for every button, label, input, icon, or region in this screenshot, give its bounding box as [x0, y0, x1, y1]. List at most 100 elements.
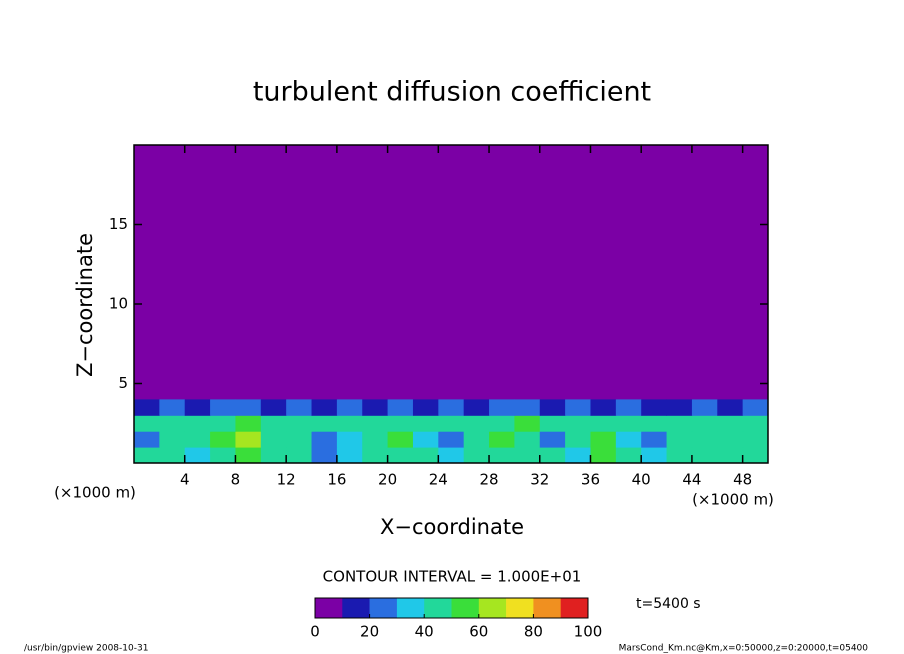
- heatmap-cell: [210, 415, 236, 432]
- x-tick-label: 20: [378, 471, 397, 489]
- heatmap-cell: [539, 447, 566, 464]
- heatmap-cell: [717, 399, 744, 416]
- heatmap-cell: [159, 415, 186, 432]
- heatmap-cell: [691, 399, 718, 416]
- heatmap-cell: [311, 415, 338, 432]
- heatmap-cell: [336, 415, 363, 432]
- x-tick-label: 48: [733, 471, 752, 489]
- heatmap-cell: [742, 447, 769, 464]
- heatmap-cell: [590, 431, 617, 448]
- heatmap-cell: [641, 431, 668, 448]
- colorbar-swatch: [533, 598, 561, 618]
- heatmap-cell: [159, 431, 186, 448]
- heatmap-cell: [742, 431, 769, 448]
- heatmap-cell: [235, 399, 262, 416]
- heatmap-cell: [641, 447, 668, 464]
- heatmap-cell: [717, 447, 744, 464]
- y-axis-label: Z−coordinate: [73, 233, 97, 377]
- x-tick-label: 44: [682, 471, 701, 489]
- x-tick-label: 4: [180, 471, 190, 489]
- heatmap-cell: [159, 447, 186, 464]
- heatmap-cell: [565, 415, 591, 432]
- x-tick-label: 24: [429, 471, 448, 489]
- heatmap-cell: [235, 447, 262, 464]
- heatmap-cell: [539, 399, 566, 416]
- heatmap-cell: [362, 447, 389, 464]
- x-unit-left: (×1000 m): [54, 484, 136, 502]
- heatmap-cell: [311, 447, 338, 464]
- heatmap-cell: [489, 415, 515, 432]
- heatmap-cell: [615, 447, 642, 464]
- heatmap-cell: [666, 415, 693, 432]
- heatmap-cell: [311, 431, 338, 448]
- heatmap-cell: [691, 415, 718, 432]
- heatmap-cell: [717, 431, 744, 448]
- heatmap-cell: [260, 399, 287, 416]
- heatmap-cell: [489, 447, 515, 464]
- heatmap-cell: [387, 415, 414, 432]
- colorbar-swatch: [478, 598, 507, 618]
- heatmap-cell: [666, 399, 693, 416]
- heatmap-cell: [362, 415, 389, 432]
- heatmap-cell: [514, 399, 541, 416]
- colorbar-tick-label: 0: [310, 623, 320, 641]
- heatmap-cell: [362, 399, 389, 416]
- heatmap-cell: [539, 431, 566, 448]
- heatmap-cell: [615, 431, 642, 448]
- colorbar-swatch: [560, 598, 589, 618]
- heatmap-cell: [184, 431, 211, 448]
- heatmap-cell: [463, 431, 490, 448]
- heatmap-cell: [438, 431, 465, 448]
- colorbar-tick-label: 40: [415, 623, 434, 641]
- heatmap-cell: [184, 415, 211, 432]
- colorbar-tick-label: 100: [574, 623, 603, 641]
- heatmap-cell: [336, 431, 363, 448]
- heatmap-cell: [641, 415, 668, 432]
- heatmap-cell: [590, 447, 617, 464]
- heatmap-cell: [412, 399, 439, 416]
- heatmap-cell: [514, 415, 541, 432]
- heatmap-cell: [438, 399, 465, 416]
- heatmap-cell: [210, 399, 236, 416]
- heatmap-cell: [260, 415, 287, 432]
- heatmap-cell: [286, 399, 313, 416]
- heatmap-cell: [742, 399, 769, 416]
- y-tick-label: 5: [118, 374, 128, 392]
- heatmap-cell: [134, 447, 160, 464]
- heatmap-cell: [565, 399, 591, 416]
- heatmap-cell: [615, 399, 642, 416]
- colorbar-tick-label: 20: [360, 623, 379, 641]
- colorbar-swatch: [315, 598, 343, 618]
- heatmap-cell: [286, 415, 313, 432]
- heatmap-cell: [489, 431, 515, 448]
- colorbar-swatch: [342, 598, 370, 618]
- x-tick-label: 12: [277, 471, 296, 489]
- x-axis-label: X−coordinate: [380, 515, 524, 539]
- colorbar-swatch: [396, 598, 425, 618]
- heatmap-cell: [260, 447, 287, 464]
- heatmap-cell: [489, 399, 515, 416]
- heatmap-cell: [235, 415, 262, 432]
- heatmap-cell: [286, 447, 313, 464]
- colorbar-swatch: [369, 598, 398, 618]
- colorbar-swatch: [451, 598, 480, 618]
- heatmap-cell: [362, 431, 389, 448]
- heatmap-cell: [463, 447, 490, 464]
- heatmap-cell: [210, 447, 236, 464]
- heatmap-cell: [565, 431, 591, 448]
- heatmap-cell: [666, 431, 693, 448]
- heatmap-cell: [311, 399, 338, 416]
- heatmap-cell: [412, 447, 439, 464]
- contour-interval: CONTOUR INTERVAL = 1.000E+01: [323, 568, 582, 586]
- heatmap-cell: [691, 431, 718, 448]
- heatmap-cell: [514, 431, 541, 448]
- x-tick-label: 32: [530, 471, 549, 489]
- heatmap-cell: [641, 399, 668, 416]
- heatmap-cell: [565, 447, 591, 464]
- heatmap-cell: [235, 431, 262, 448]
- heatmap-cell: [590, 415, 617, 432]
- x-tick-label: 40: [632, 471, 651, 489]
- heatmap-cell: [336, 447, 363, 464]
- heatmap-cell: [134, 431, 160, 448]
